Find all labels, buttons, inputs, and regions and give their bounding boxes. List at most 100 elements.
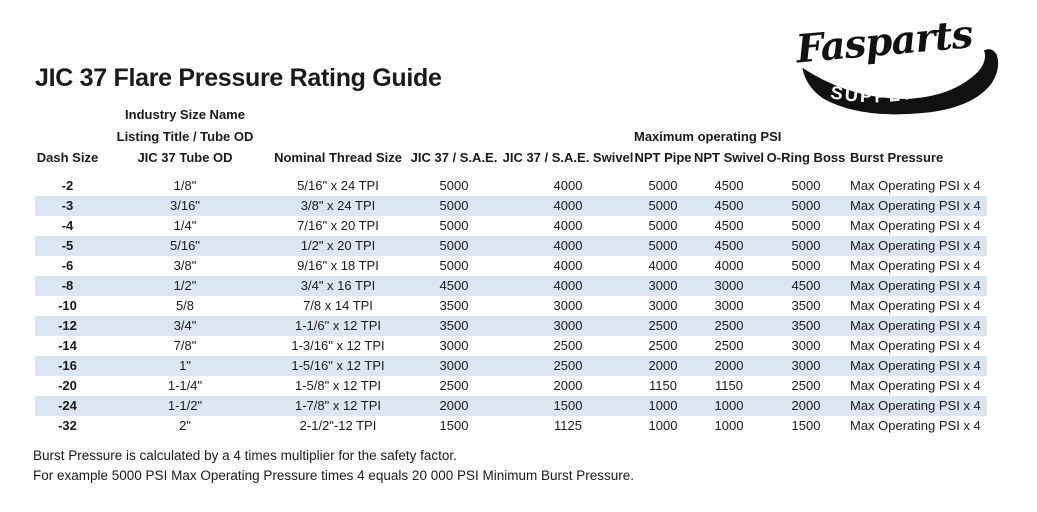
cell-dash-size: -8 [61,278,74,293]
cell-nominal-thread-size: 1-3/16" x 12 TPI [291,338,385,353]
cell-jic37-sae-psi: 2000 [439,398,469,413]
column-header-row: Dash Size JIC 37 Tube OD Nominal Thread … [35,148,987,176]
cell-jic37-sae-psi: 5000 [439,218,469,233]
cell-o-ring-boss-psi: 5000 [791,218,821,233]
header-industry-size-name: Industry Size Name [125,107,245,122]
cell-npt-swivel-psi: 2500 [714,318,744,333]
cell-burst-pressure: Max Operating PSI x 4 [850,398,981,413]
cell-o-ring-boss-psi: 5000 [791,238,821,253]
cell-o-ring-boss-psi: 3500 [791,318,821,333]
cell-jic37-sae-psi: 5000 [439,238,469,253]
col-header-npt-swivel: NPT Swivel [693,150,765,165]
table-row: -14 7/8" 1-3/16" x 12 TPI 3000 2500 2500… [35,336,987,356]
cell-burst-pressure: Max Operating PSI x 4 [850,318,981,333]
cell-npt-swivel-psi: 2000 [714,358,744,373]
cell-nominal-thread-size: 5/16" x 24 TPI [297,178,379,193]
cell-npt-pipe-psi: 3000 [648,278,678,293]
col-header-npt-pipe: NPT Pipe [634,150,692,165]
cell-o-ring-boss-psi: 1500 [791,418,821,433]
cell-burst-pressure: Max Operating PSI x 4 [850,218,981,233]
cell-o-ring-boss-psi: 3000 [791,338,821,353]
cell-tube-od: 5/8 [175,298,195,313]
table-row: -3 3/16" 3/8" x 24 TPI 5000 4000 5000 45… [35,196,987,216]
cell-tube-od: 1-1/4" [167,378,203,393]
cell-tube-od: 1/8" [173,178,197,193]
header-max-operating-psi: Maximum operating PSI [634,129,782,144]
cell-nominal-thread-size: 1-1/6" x 12 TPI [294,318,382,333]
cell-nominal-thread-size: 1-5/16" x 12 TPI [291,358,385,373]
cell-jic37-sae-psi: 4500 [439,278,469,293]
cell-nominal-thread-size: 9/16" x 18 TPI [297,258,379,273]
cell-burst-pressure: Max Operating PSI x 4 [850,378,981,393]
cell-jic37-sae-psi: 2500 [439,378,469,393]
cell-npt-pipe-psi: 4000 [648,258,678,273]
cell-tube-od: 5/16" [170,238,200,253]
cell-o-ring-boss-psi: 3000 [791,358,821,373]
brand-name: Fasparts [793,12,974,72]
col-header-burst-pressure: Burst Pressure [850,150,944,165]
cell-npt-swivel-psi: 1000 [714,398,744,413]
cell-dash-size: -6 [61,258,74,273]
table-row: -8 1/2" 3/4" x 16 TPI 4500 4000 3000 300… [35,276,987,296]
footer-note-1: Burst Pressure is calculated by a 4 time… [33,448,457,463]
cell-nominal-thread-size: 1-7/8" x 12 TPI [294,398,382,413]
cell-o-ring-boss-psi: 5000 [791,178,821,193]
header-listing-title: Listing Title / Tube OD [116,129,254,144]
cell-jic37-sae-swivel-psi: 1125 [554,418,582,433]
cell-o-ring-boss-psi: 5000 [791,198,821,213]
cell-jic37-sae-swivel-psi: 4000 [553,218,583,233]
col-header-jic37-sae: JIC 37 / S.A.E. [410,150,498,165]
cell-npt-swivel-psi: 3000 [714,278,744,293]
cell-o-ring-boss-psi: 3500 [791,298,821,313]
cell-npt-swivel-psi: 4500 [714,178,744,193]
table-row: -6 3/8" 9/16" x 18 TPI 5000 4000 4000 40… [35,256,987,276]
cell-npt-pipe-psi: 3000 [648,298,678,313]
cell-jic37-sae-psi: 3500 [439,318,469,333]
cell-jic37-sae-swivel-psi: 2500 [553,358,583,373]
cell-npt-swivel-psi: 3000 [714,298,744,313]
cell-jic37-sae-swivel-psi: 4000 [553,238,583,253]
cell-nominal-thread-size: 2-1/2"-12 TPI [299,418,377,433]
table-header: Industry Size Name Listing Title / Tube … [35,104,987,176]
table-row: -12 3/4" 1-1/6" x 12 TPI 3500 3000 2500 … [35,316,987,336]
cell-npt-pipe-psi: 2500 [648,338,678,353]
table-row: -5 5/16" 1/2" x 20 TPI 5000 4000 5000 45… [35,236,987,256]
cell-dash-size: -2 [61,178,74,193]
table-row: -16 1" 1-5/16" x 12 TPI 3000 2500 2000 2… [35,356,987,376]
cell-burst-pressure: Max Operating PSI x 4 [850,358,981,373]
cell-npt-swivel-psi: 2500 [714,338,744,353]
cell-burst-pressure: Max Operating PSI x 4 [850,258,981,273]
brand-logo-graphic: Fasparts SUPPLY CO. [793,12,999,115]
cell-jic37-sae-psi: 1500 [439,418,469,433]
cell-burst-pressure: Max Operating PSI x 4 [850,238,981,253]
table-body: -2 1/8" 5/16" x 24 TPI 5000 4000 5000 45… [35,176,987,436]
cell-burst-pressure: Max Operating PSI x 4 [850,418,981,433]
cell-jic37-sae-swivel-psi: 4000 [553,198,583,213]
header-group-row-2: Listing Title / Tube OD Maximum operatin… [35,126,987,148]
cell-jic37-sae-psi: 3500 [439,298,469,313]
cell-tube-od: 1" [179,358,191,373]
cell-npt-swivel-psi: 1150 [715,378,743,393]
cell-jic37-sae-swivel-psi: 1500 [553,398,583,413]
col-header-jic37-tube-od: JIC 37 Tube OD [137,150,233,165]
cell-dash-size: -3 [61,198,74,213]
cell-tube-od: 2" [179,418,191,433]
cell-o-ring-boss-psi: 5000 [791,258,821,273]
table-row: -4 1/4" 7/16" x 20 TPI 5000 4000 5000 45… [35,216,987,236]
cell-npt-pipe-psi: 2500 [648,318,678,333]
cell-dash-size: -32 [58,418,77,433]
cell-tube-od: 1/2" [173,278,197,293]
cell-jic37-sae-psi: 5000 [439,258,469,273]
cell-jic37-sae-swivel-psi: 4000 [553,278,583,293]
cell-nominal-thread-size: 7/16" x 20 TPI [297,218,379,233]
cell-npt-swivel-psi: 4000 [714,258,744,273]
cell-dash-size: -14 [58,338,77,353]
cell-dash-size: -16 [58,358,77,373]
cell-npt-pipe-psi: 5000 [648,238,678,253]
logo-swoosh-shape [802,49,999,115]
cell-jic37-sae-psi: 3000 [439,338,469,353]
table-row: -24 1-1/2" 1-7/8" x 12 TPI 2000 1500 100… [35,396,987,416]
cell-burst-pressure: Max Operating PSI x 4 [850,178,981,193]
cell-o-ring-boss-psi: 4500 [791,278,821,293]
table-row: -32 2" 2-1/2"-12 TPI 1500 1125 1000 1000… [35,416,987,436]
